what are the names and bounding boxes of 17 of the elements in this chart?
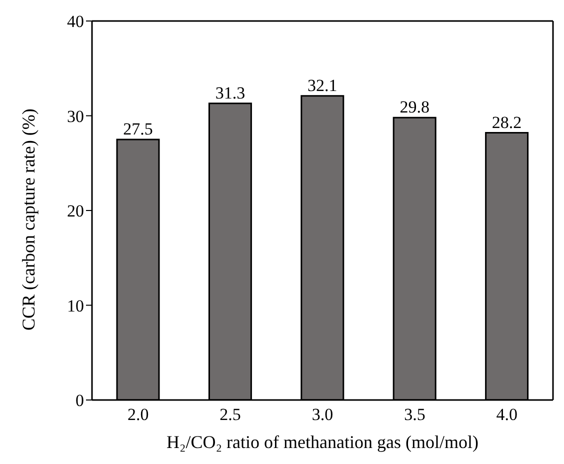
x-tick-label: 3.0: [312, 405, 334, 424]
y-axis-title: CCR (carbon capture rate) (%): [18, 108, 38, 330]
y-tick-label: 0: [76, 391, 84, 410]
data-label: 27.5: [123, 119, 153, 138]
x-tick-label: 3.5: [404, 405, 426, 424]
x-axis-title: H₂/CO₂ ratio of methanation gas (mol/mol): [166, 432, 478, 452]
data-label: 32.1: [308, 76, 338, 95]
data-label: 28.2: [492, 112, 522, 132]
x-tick-label: 4.0: [496, 405, 518, 424]
data-label: 29.8: [400, 98, 430, 117]
data-label: 31.3: [215, 83, 246, 102]
y-tick-label: 10: [67, 296, 84, 316]
y-tick-label: 40: [67, 12, 84, 32]
y-tick-label: 20: [67, 202, 84, 221]
x-tick-label: 2.5: [220, 405, 241, 424]
y-tick-label: 30: [67, 106, 84, 126]
x-tick-label: 2.0: [127, 405, 149, 424]
